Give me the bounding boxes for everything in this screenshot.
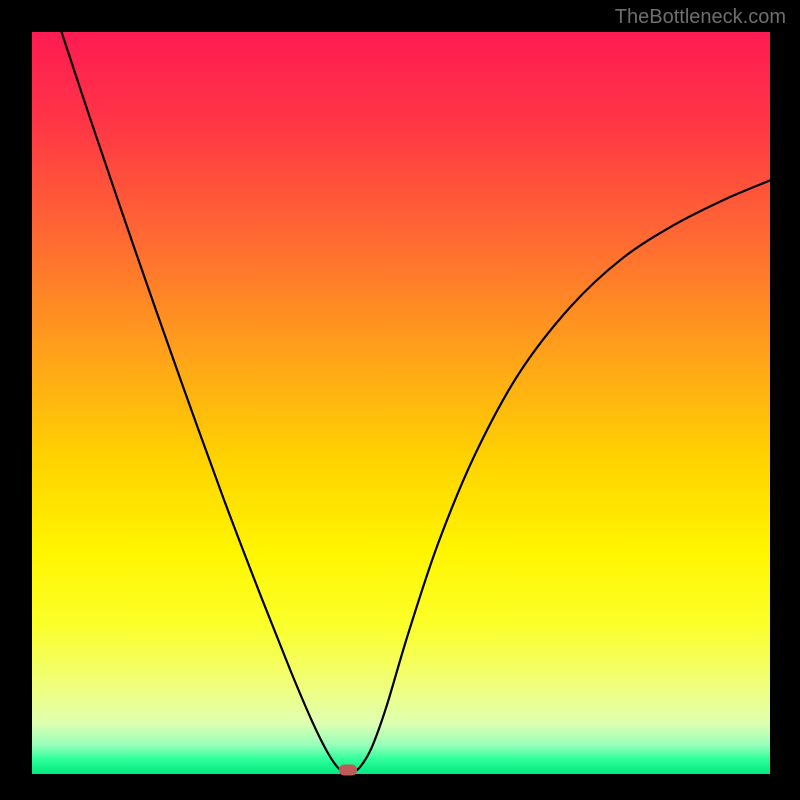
- bottleneck-curve: [62, 32, 770, 772]
- minimum-marker: [339, 764, 357, 775]
- watermark-text: TheBottleneck.com: [615, 6, 786, 29]
- curve-svg: [32, 32, 770, 774]
- plot-area: [32, 32, 770, 774]
